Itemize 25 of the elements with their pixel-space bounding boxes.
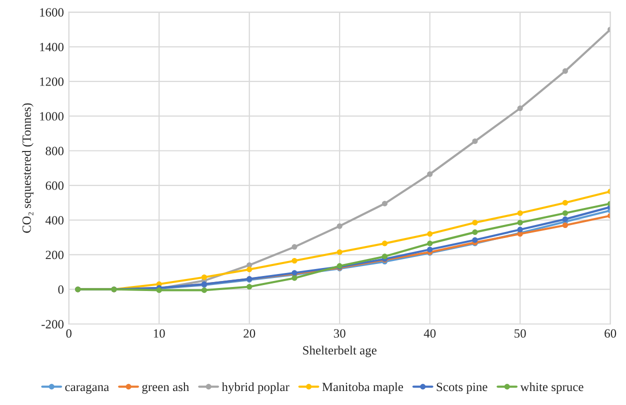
y-tick-label: 400: [45, 216, 64, 225]
legend-label: white spruce: [520, 382, 584, 394]
x-tick-label: 20: [244, 329, 256, 338]
legend-label: Manitoba maple: [322, 382, 404, 394]
x-tick-label: 60: [604, 329, 616, 338]
x-tick-label: 50: [514, 329, 526, 338]
y-tick-label: 1600: [40, 8, 64, 17]
y-tick-label: 600: [46, 181, 64, 190]
y-axis-title: CO₂ sequestered (Tonnes): [22, 103, 34, 233]
y-tick-label: 0: [58, 285, 64, 294]
y-tick-label: 200: [46, 250, 64, 260]
x-tick-label: 30: [334, 329, 346, 338]
y-tick-label: 800: [46, 146, 64, 156]
x-tick-label: 40: [424, 329, 436, 338]
x-tick-label: 10: [154, 329, 165, 338]
y-tick-label: -200: [42, 320, 64, 328]
y-tick-label: 1200: [40, 77, 64, 86]
x-axis-title: Shelterbelt age: [303, 346, 376, 358]
y-tick-label: 1000: [40, 112, 64, 121]
legend-label: hybrid poplar: [222, 382, 290, 394]
legend-label: Scots pine: [436, 382, 488, 394]
y-tick-label: 1400: [40, 42, 64, 52]
legend-label: green ash: [142, 382, 190, 394]
x-tick-label: 0: [66, 329, 72, 338]
legend-label: caragana: [65, 384, 109, 394]
